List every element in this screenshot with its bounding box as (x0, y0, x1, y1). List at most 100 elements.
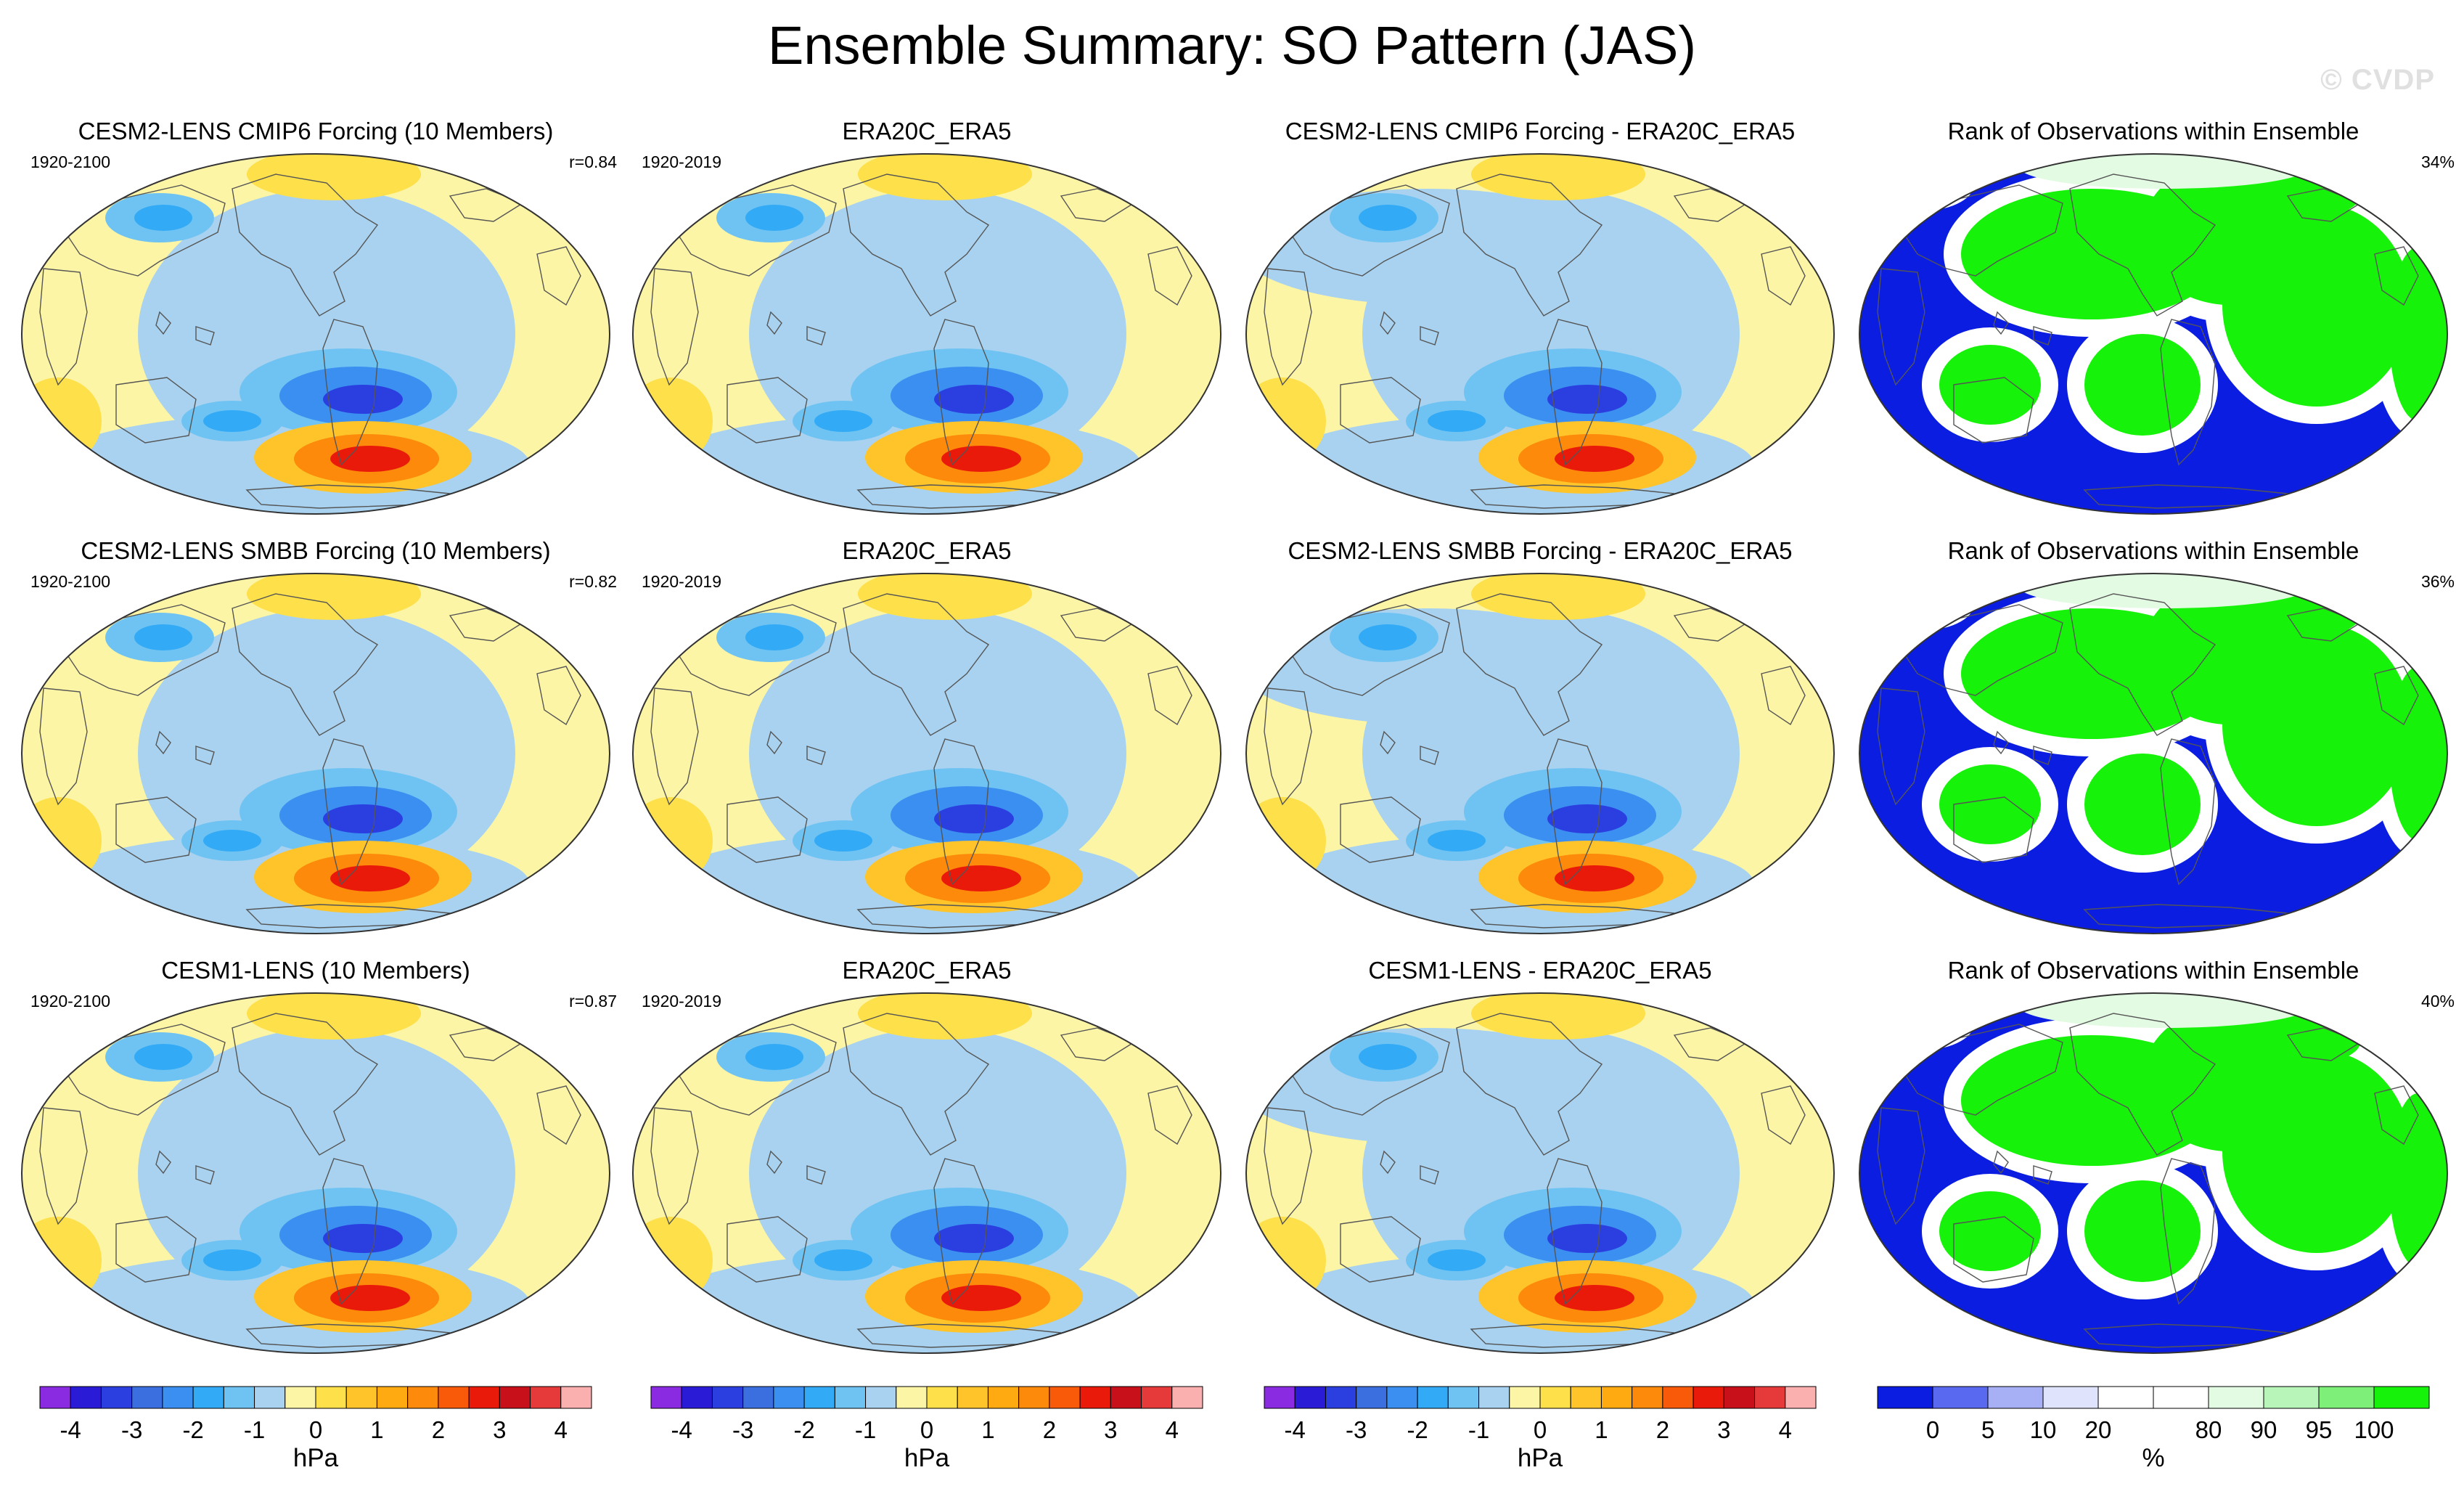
panel-title: CESM2-LENS SMBB Forcing - ERA20C_ERA5 (1288, 537, 1793, 564)
panel-title: CESM1-LENS - ERA20C_ERA5 (1368, 957, 1712, 984)
colorbar-swatch (834, 1386, 867, 1409)
map-panel-rank-row3: Rank of Observations within Ensemble 40% (1852, 955, 2455, 1369)
colorbar-tick-label: 5 (1981, 1416, 1995, 1443)
cvdp-watermark: © CVDP (2320, 64, 2435, 96)
colorbar-tick-label: -1 (854, 1416, 877, 1443)
colorbar-tick-label: 1 (1595, 1416, 1608, 1443)
panel-title: ERA20C_ERA5 (842, 537, 1012, 564)
colorbar-swatch (560, 1386, 592, 1409)
panel-title: Rank of Observations within Ensemble (1947, 118, 2359, 144)
map-obs (632, 992, 1221, 1354)
panel-title: ERA20C_ERA5 (842, 118, 1012, 144)
colorbar-swatch (2042, 1386, 2099, 1409)
colorbar-tick-label: 95 (2305, 1416, 2333, 1443)
colorbar-tick-label: -1 (243, 1416, 266, 1443)
map-panel-obs-row3: ERA20C_ERA5 1920-2019 (626, 955, 1228, 1369)
colorbar-swatches (1877, 1386, 2430, 1409)
colorbar-swatch (1049, 1386, 1081, 1409)
colorbar-swatch (2153, 1386, 2209, 1409)
colorbar-swatch (1264, 1386, 1296, 1409)
colorbar-swatch (1356, 1386, 1388, 1409)
map-model (21, 573, 610, 934)
colorbar-swatch (1723, 1386, 1756, 1409)
map-model (21, 153, 610, 515)
panel-stat: r=0.84 (569, 152, 617, 171)
map-panel-model-row1: CESM2-LENS CMIP6 Forcing (10 Members) 192… (15, 116, 617, 530)
colorbar-tick-label: 4 (1778, 1416, 1792, 1443)
colorbar-swatch (1600, 1386, 1633, 1409)
colorbar-swatch (254, 1386, 286, 1409)
colorbar-swatch (987, 1386, 1020, 1409)
panel-years: 1920-2019 (642, 992, 721, 1011)
colorbar-swatches (650, 1386, 1203, 1409)
colorbar-tick-label: -2 (793, 1416, 815, 1443)
colorbar-swatch (70, 1386, 102, 1409)
colorbar-swatch (1478, 1386, 1510, 1409)
colorbar-tick-label: -1 (1468, 1416, 1490, 1443)
colorbar-swatch (1785, 1386, 1817, 1409)
map-obs (632, 573, 1221, 934)
main-title: Ensemble Summary: SO Pattern (JAS) (768, 15, 1696, 75)
map-panel-diff-row3: CESM1-LENS - ERA20C_ERA5 (1239, 955, 1841, 1369)
colorbar-swatch (1932, 1386, 1989, 1409)
colorbar-tick-label: -3 (1345, 1416, 1367, 1443)
colorbar-tick-label: 1 (370, 1416, 384, 1443)
colorbar-tick-label: 4 (554, 1416, 568, 1443)
colorbar-swatch (2097, 1386, 2154, 1409)
colorbar-swatch (39, 1386, 71, 1409)
colorbar-swatch (530, 1386, 562, 1409)
panel-stat: r=0.82 (569, 572, 617, 591)
colorbar-swatch (1447, 1386, 1480, 1409)
colorbar-tick-label: 1 (981, 1416, 995, 1443)
colorbar-swatch (957, 1386, 989, 1409)
colorbar-swatch (1386, 1386, 1418, 1409)
colorbar-3: -4 -3 -2 -1 0 1 2 3 4 hPa (1239, 1383, 1841, 1477)
colorbar-unit: % (2142, 1444, 2165, 1472)
colorbar-tick-label: 0 (308, 1416, 323, 1443)
map-panel-diff-row2: CESM2-LENS SMBB Forcing - ERA20C_ERA5 (1239, 536, 1841, 950)
colorbar-swatch (711, 1386, 744, 1409)
colorbar-unit: hPa (1517, 1444, 1563, 1472)
map-panel-diff-row1: CESM2-LENS CMIP6 Forcing - ERA20C_ERA5 (1239, 116, 1841, 530)
colorbar-tick-label: 90 (2250, 1416, 2277, 1443)
colorbar-swatch (1570, 1386, 1602, 1409)
colorbar-swatch (2263, 1386, 2320, 1409)
colorbar-unit: hPa (292, 1444, 339, 1472)
colorbar-tick-label: 4 (1165, 1416, 1179, 1443)
colorbar-swatch (2373, 1386, 2430, 1409)
colorbar-swatch (896, 1386, 928, 1409)
colorbar-tick-label: 0 (1533, 1416, 1547, 1443)
colorbar-tick-label: -4 (671, 1416, 692, 1443)
panel-title: CESM1-LENS (10 Members) (161, 957, 470, 984)
panel-title: Rank of Observations within Ensemble (1947, 537, 2359, 564)
colorbar-swatch (1632, 1386, 1663, 1409)
colorbar-swatch (650, 1386, 682, 1409)
colorbar-swatch (192, 1386, 224, 1409)
colorbar-swatch (1294, 1386, 1326, 1409)
colorbar-swatch (1662, 1386, 1694, 1409)
panel-title: Rank of Observations within Ensemble (1947, 957, 2359, 984)
colorbar-swatch (223, 1386, 255, 1409)
panel-years: 1920-2100 (30, 572, 110, 591)
colorbar-tick-label: 20 (2084, 1416, 2112, 1443)
colorbar-tick-label: 3 (1717, 1416, 1731, 1443)
colorbar-swatch (468, 1386, 500, 1409)
colorbar-swatch (2208, 1386, 2264, 1409)
colorbar-swatch (131, 1386, 163, 1409)
map-diff (1245, 153, 1835, 515)
colorbar-swatch (376, 1386, 409, 1409)
colorbar-tick-label: -3 (120, 1416, 143, 1443)
map-rank (1859, 153, 2448, 515)
colorbar-unit: hPa (904, 1444, 950, 1472)
colorbar-tick-label: -2 (182, 1416, 204, 1443)
map-rank (1859, 573, 2448, 934)
panel-title: CESM2-LENS CMIP6 Forcing (10 Members) (78, 118, 554, 144)
colorbar-swatch (1110, 1386, 1142, 1409)
colorbar-swatches (1264, 1386, 1817, 1409)
colorbar-tick-label: 2 (1042, 1416, 1057, 1443)
panel-title: CESM2-LENS CMIP6 Forcing - ERA20C_ERA5 (1285, 118, 1796, 144)
colorbar-tick-label: 0 (1925, 1416, 1940, 1443)
colorbar-swatch (1539, 1386, 1571, 1409)
map-rank (1859, 992, 2448, 1354)
colorbar-tick-label: 3 (1104, 1416, 1118, 1443)
